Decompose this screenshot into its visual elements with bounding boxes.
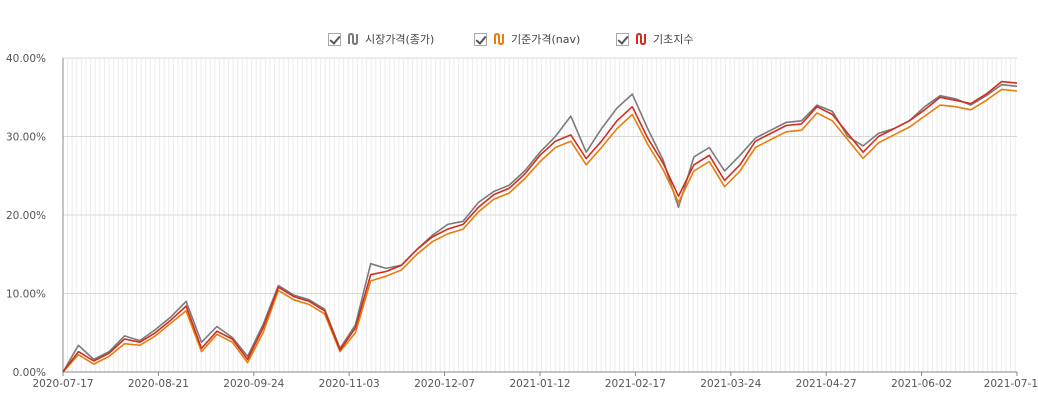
- x-tick-label: 2020-08-21: [128, 378, 189, 390]
- x-tick-label: 2020-11-03: [319, 378, 380, 390]
- checkbox-icon[interactable]: [328, 32, 341, 46]
- x-tick-label: 2021-04-27: [796, 378, 857, 390]
- legend-item-market-price[interactable]: 시장가격(종가): [328, 28, 434, 50]
- legend-item-nav[interactable]: 기준가격(nav): [474, 28, 580, 50]
- y-tick-label: 20.00%: [6, 210, 46, 222]
- x-tick-label: 2021-07-1: [984, 378, 1038, 390]
- x-tick-label: 2021-03-24: [700, 378, 761, 390]
- line-series-icon: [636, 32, 646, 46]
- checkbox-icon[interactable]: [474, 32, 487, 46]
- legend-item-base-index[interactable]: 기초지수: [616, 28, 693, 50]
- series-line-1: [62, 88, 1018, 373]
- line-series-icon: [348, 32, 358, 46]
- x-tick-label: 2021-06-02: [891, 378, 952, 390]
- x-tick-label: 2020-07-17: [32, 378, 93, 390]
- y-tick-label: 0.00%: [13, 367, 46, 379]
- legend: 시장가격(종가) 기준가격(nav) 기초지수: [0, 28, 1038, 50]
- series-line-0: [62, 83, 1018, 373]
- series-line-2: [62, 80, 1018, 373]
- legend-label: 시장가격(종가): [365, 33, 435, 46]
- checkbox-icon[interactable]: [616, 32, 629, 46]
- x-tick-label: 2021-01-12: [509, 378, 570, 390]
- x-tick-label: 2020-12-07: [414, 378, 475, 390]
- x-tick-label: 2021-02-17: [605, 378, 666, 390]
- y-tick-label: 40.00%: [6, 53, 46, 65]
- x-tick-label: 2020-09-24: [223, 378, 284, 390]
- line-series-icon: [494, 32, 504, 46]
- y-tick-label: 30.00%: [6, 132, 46, 144]
- y-tick-label: 10.00%: [6, 289, 46, 301]
- legend-label: 기초지수: [653, 33, 694, 46]
- legend-label: 기준가격(nav): [511, 33, 581, 46]
